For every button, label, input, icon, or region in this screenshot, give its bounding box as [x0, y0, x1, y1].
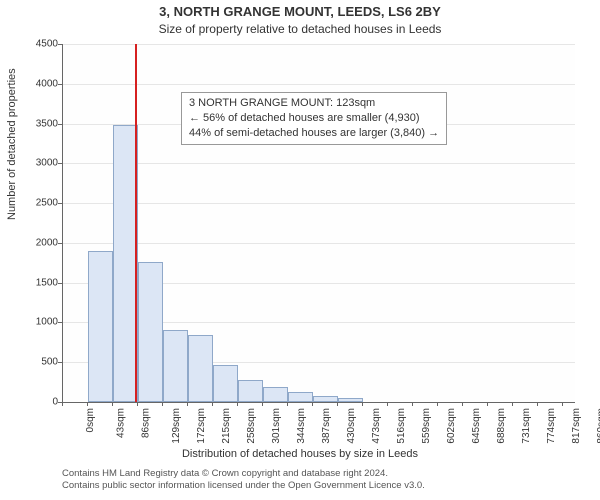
x-tick-label: 860sqm: [596, 408, 600, 444]
property-marker-line: [135, 44, 137, 402]
chart-container: 3, NORTH GRANGE MOUNT, LEEDS, LS6 2BY Si…: [0, 0, 600, 500]
y-tick-label: 3000: [18, 158, 58, 169]
x-tick-mark: [362, 402, 363, 406]
grid-line: [63, 163, 575, 164]
x-tick-label: 731sqm: [521, 408, 532, 444]
x-tick-mark: [287, 402, 288, 406]
grid-line: [63, 84, 575, 85]
x-tick-mark: [312, 402, 313, 406]
x-tick-mark: [87, 402, 88, 406]
y-axis-label: Number of detached properties: [6, 68, 18, 220]
x-tick-mark: [562, 402, 563, 406]
x-axis-label: Distribution of detached houses by size …: [0, 448, 600, 460]
footer-attribution: Contains HM Land Registry data © Crown c…: [62, 468, 425, 493]
y-tick-label: 2500: [18, 198, 58, 209]
x-tick-label: 516sqm: [396, 408, 407, 444]
annotation-line1: 3 NORTH GRANGE MOUNT: 123sqm: [189, 96, 439, 111]
y-tick-label: 2000: [18, 237, 58, 248]
x-tick-label: 215sqm: [221, 408, 232, 444]
chart-title-main: 3, NORTH GRANGE MOUNT, LEEDS, LS6 2BY: [0, 4, 600, 19]
y-tick-mark: [58, 203, 62, 204]
histogram-bar: [88, 251, 113, 402]
x-tick-mark: [337, 402, 338, 406]
x-tick-mark: [262, 402, 263, 406]
x-tick-mark: [62, 402, 63, 406]
x-tick-label: 559sqm: [421, 408, 432, 444]
y-tick-mark: [58, 124, 62, 125]
x-tick-mark: [487, 402, 488, 406]
x-tick-mark: [212, 402, 213, 406]
x-tick-mark: [162, 402, 163, 406]
histogram-bar: [263, 387, 288, 402]
x-tick-label: 86sqm: [141, 408, 152, 438]
histogram-bar: [313, 396, 338, 402]
y-tick-label: 1000: [18, 317, 58, 328]
x-tick-label: 258sqm: [246, 408, 257, 444]
x-tick-label: 344sqm: [296, 408, 307, 444]
footer-line1: Contains HM Land Registry data © Crown c…: [62, 468, 425, 480]
y-tick-mark: [58, 283, 62, 284]
x-tick-mark: [512, 402, 513, 406]
x-tick-label: 473sqm: [371, 408, 382, 444]
x-tick-mark: [137, 402, 138, 406]
grid-line: [63, 44, 575, 45]
x-tick-mark: [387, 402, 388, 406]
x-tick-mark: [462, 402, 463, 406]
x-tick-mark: [237, 402, 238, 406]
x-tick-label: 602sqm: [446, 408, 457, 444]
y-tick-mark: [58, 322, 62, 323]
x-tick-label: 0sqm: [85, 408, 96, 432]
y-tick-label: 3500: [18, 118, 58, 129]
y-tick-label: 500: [18, 357, 58, 368]
annotation-line3: 44% of semi-detached houses are larger (…: [189, 126, 439, 141]
x-tick-label: 774sqm: [546, 408, 557, 444]
histogram-bar: [338, 398, 363, 402]
x-tick-mark: [187, 402, 188, 406]
histogram-bar: [138, 262, 163, 402]
y-tick-label: 1500: [18, 277, 58, 288]
grid-line: [63, 243, 575, 244]
x-tick-label: 301sqm: [271, 408, 282, 444]
y-tick-mark: [58, 44, 62, 45]
y-tick-mark: [58, 243, 62, 244]
x-tick-label: 387sqm: [321, 408, 332, 444]
footer-line2: Contains public sector information licen…: [62, 480, 425, 492]
histogram-bar: [288, 392, 313, 402]
x-tick-mark: [437, 402, 438, 406]
y-tick-mark: [58, 84, 62, 85]
y-tick-label: 4500: [18, 39, 58, 50]
y-tick-label: 0: [18, 397, 58, 408]
x-tick-label: 129sqm: [171, 408, 182, 444]
chart-title-sub: Size of property relative to detached ho…: [0, 22, 600, 36]
x-tick-label: 645sqm: [471, 408, 482, 444]
x-tick-label: 172sqm: [196, 408, 207, 444]
x-tick-label: 817sqm: [571, 408, 582, 444]
x-tick-mark: [537, 402, 538, 406]
annotation-box: 3 NORTH GRANGE MOUNT: 123sqm ← 56% of de…: [181, 92, 447, 145]
x-tick-label: 688sqm: [496, 408, 507, 444]
grid-line: [63, 203, 575, 204]
annotation-line2: ← 56% of detached houses are smaller (4,…: [189, 111, 439, 126]
x-tick-mark: [112, 402, 113, 406]
x-tick-label: 43sqm: [116, 408, 127, 438]
x-tick-label: 430sqm: [346, 408, 357, 444]
y-tick-mark: [58, 163, 62, 164]
y-tick-mark: [58, 362, 62, 363]
histogram-bar: [163, 330, 188, 402]
histogram-bar: [188, 335, 213, 402]
histogram-bar: [213, 365, 238, 402]
plot-area: 3 NORTH GRANGE MOUNT: 123sqm ← 56% of de…: [62, 44, 575, 403]
x-tick-mark: [412, 402, 413, 406]
histogram-bar: [238, 380, 263, 402]
y-tick-label: 4000: [18, 78, 58, 89]
